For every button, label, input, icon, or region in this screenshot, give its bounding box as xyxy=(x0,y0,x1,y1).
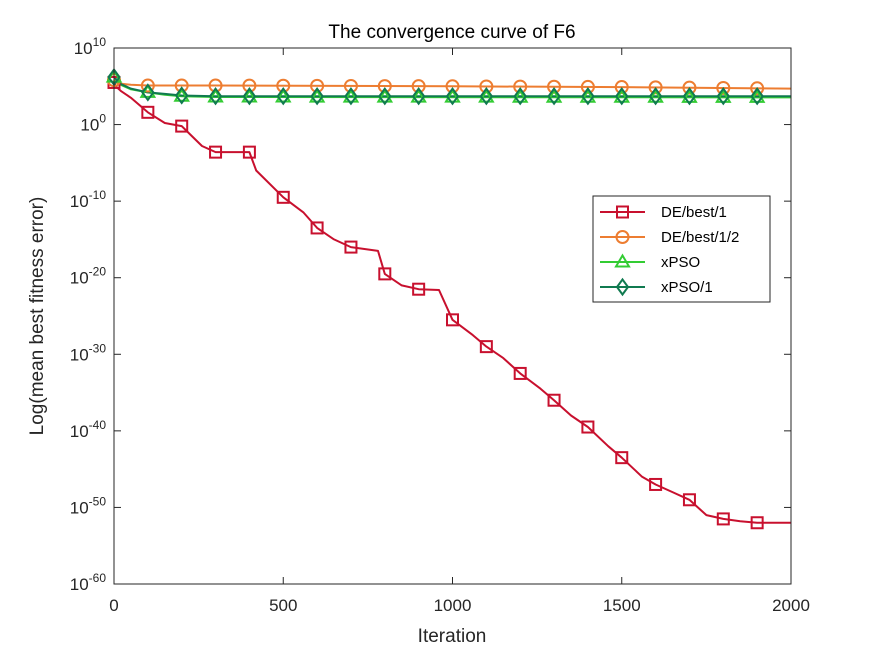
series-3-marker xyxy=(445,87,460,106)
legend-label-2: xPSO xyxy=(661,254,700,271)
series-3-marker xyxy=(242,87,257,106)
series-0-marker xyxy=(513,366,527,380)
series-0-marker xyxy=(175,119,189,133)
series-1-marker xyxy=(682,80,697,95)
legend-label-0: DE/best/1 xyxy=(661,204,727,221)
series-0-marker xyxy=(716,512,730,526)
series-0-marker xyxy=(209,145,223,159)
series-0-marker xyxy=(615,451,629,465)
y-tick-label: 10-10 xyxy=(70,188,107,211)
y-tick-label: 1010 xyxy=(74,35,107,58)
y-tick-label: 10-50 xyxy=(70,494,107,517)
series-1-marker xyxy=(580,79,595,94)
x-axis-title: Iteration xyxy=(418,626,487,647)
series-2-marker xyxy=(241,88,258,103)
series-2-marker xyxy=(444,88,461,103)
series-0-marker xyxy=(581,420,595,434)
legend-box xyxy=(592,195,771,303)
series-2-marker xyxy=(207,88,224,103)
plot-background xyxy=(114,48,791,584)
series-0-marker xyxy=(682,493,696,507)
series-0-marker xyxy=(242,145,256,159)
series-3-marker xyxy=(648,87,663,106)
legend-label-3: xPSO/1 xyxy=(661,279,713,296)
series-2-marker xyxy=(139,83,157,98)
series-3-marker xyxy=(716,87,731,106)
series-1-marker xyxy=(140,78,155,93)
axis-ticks xyxy=(113,47,792,585)
series-2-marker xyxy=(681,88,698,103)
series-3-marker xyxy=(141,83,155,102)
y-tick-label: 100 xyxy=(80,112,106,135)
series-0-marker xyxy=(141,105,155,119)
series-2-marker xyxy=(376,88,394,103)
series-0-marker xyxy=(412,282,426,296)
legend: DE/best/1 DE/best/1/2 xPSO xPSO/1 xyxy=(592,195,771,303)
series-0-marker xyxy=(649,477,663,491)
series-0-marker xyxy=(378,267,392,281)
y-tick-label: 10-40 xyxy=(70,418,107,441)
series-3-marker xyxy=(750,87,764,106)
legend-marker-2 xyxy=(614,253,631,268)
x-tick-label: 1500 xyxy=(603,596,641,615)
series-1-marker xyxy=(648,80,663,95)
y-tick-label: 10-60 xyxy=(70,571,107,594)
series-2-marker xyxy=(613,88,631,103)
series-line-0 xyxy=(113,82,791,524)
series-3-marker xyxy=(411,87,426,106)
series-0-marker xyxy=(310,221,324,235)
series-1-marker xyxy=(614,80,629,95)
series-2-marker xyxy=(715,88,732,103)
series-markers xyxy=(105,67,766,530)
legend-marker-3 xyxy=(615,277,630,297)
series-2-marker xyxy=(748,88,766,103)
x-tick-label: 0 xyxy=(109,596,118,615)
series-2-marker xyxy=(511,88,529,103)
series-3-marker xyxy=(378,87,392,106)
x-tick-label: 500 xyxy=(269,596,297,615)
series-3-marker xyxy=(479,87,494,106)
series-3-marker xyxy=(276,87,290,106)
series-1-marker xyxy=(547,79,562,94)
x-tick-label: 1000 xyxy=(434,596,472,615)
series-0-marker xyxy=(750,516,764,530)
series-0-marker xyxy=(344,240,358,254)
series-1-marker xyxy=(750,81,765,96)
series-3-marker xyxy=(615,87,629,106)
series-3-marker xyxy=(547,87,561,106)
series-2-marker xyxy=(545,88,563,103)
series-3-marker xyxy=(208,87,223,106)
legend-marker-0 xyxy=(616,205,629,219)
series-0-marker xyxy=(479,340,493,354)
chart-title: The convergence curve of F6 xyxy=(328,22,575,43)
series-1-marker xyxy=(716,80,731,95)
series-2-marker xyxy=(173,87,190,102)
series-3-marker xyxy=(174,86,189,105)
series-3-marker xyxy=(581,87,595,106)
series-2-marker xyxy=(308,88,326,103)
legend-label-1: DE/best/1/2 xyxy=(661,229,739,246)
legend-marker-1 xyxy=(615,230,630,244)
series-2-marker xyxy=(647,88,664,103)
series-2-marker xyxy=(342,88,360,103)
series-2-marker xyxy=(410,88,427,103)
y-axis-title: Log(mean best fitness error) xyxy=(27,197,48,436)
series-2-marker xyxy=(478,88,495,103)
series-3-marker xyxy=(682,87,697,106)
series-0-marker xyxy=(446,313,459,327)
x-tick-label: 2000 xyxy=(772,596,810,615)
axis-tick-labels: 0 500 1000 1500 2000 1010 100 10-10 10-20 10-30 10… xyxy=(70,35,810,615)
series-2-marker xyxy=(274,88,292,103)
series-3-marker xyxy=(310,87,324,106)
series-3-marker xyxy=(344,87,358,106)
series-0-marker xyxy=(276,190,290,204)
series-0-marker xyxy=(547,393,561,407)
y-tick-label: 10-30 xyxy=(70,341,107,364)
series-3-marker xyxy=(513,87,527,106)
series-2-marker xyxy=(579,88,597,103)
y-tick-label: 10-20 xyxy=(70,265,107,288)
